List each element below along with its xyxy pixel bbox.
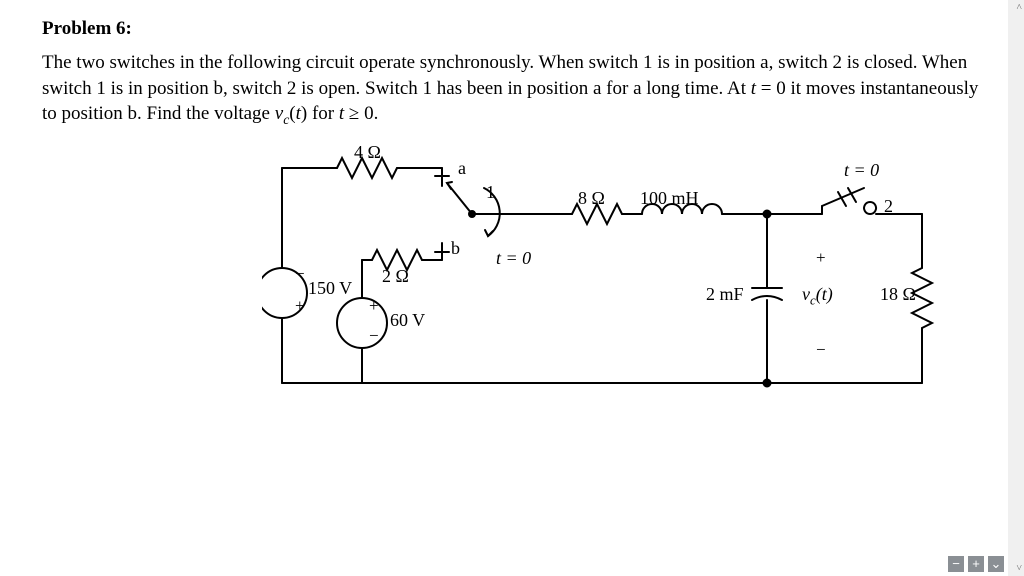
label-node-a: a bbox=[458, 158, 466, 179]
label-r-load: 18 Ω bbox=[880, 284, 916, 305]
footer-zoom-controls: − + ⌄ bbox=[948, 556, 1004, 572]
circuit-diagram: 4 Ω a 1 b t = 0 8 Ω 100 mH t = 0 2 − + 1… bbox=[262, 148, 962, 408]
scroll-up-arrow[interactable]: ˄ bbox=[1016, 2, 1022, 13]
zoom-out-button[interactable]: − bbox=[948, 556, 964, 572]
label-inductor: 100 mH bbox=[640, 188, 699, 209]
label-v150-neg: − bbox=[295, 264, 305, 284]
label-t0-sw2: t = 0 bbox=[844, 160, 879, 181]
label-r-mid: 2 Ω bbox=[382, 266, 409, 287]
label-v150: 150 V bbox=[308, 278, 352, 299]
label-vc: vc(t) bbox=[802, 284, 833, 309]
label-t0-sw1: t = 0 bbox=[496, 248, 531, 269]
vertical-scrollbar[interactable]: ˄ ˅ bbox=[1008, 0, 1024, 576]
problem-heading: Problem 6: bbox=[42, 18, 982, 40]
label-vc-pos: + bbox=[816, 248, 826, 268]
label-v150-pos: + bbox=[295, 296, 305, 316]
label-v60-neg: − bbox=[369, 326, 379, 346]
scroll-down-arrow[interactable]: ˅ bbox=[1016, 563, 1022, 574]
problem-statement: The two switches in the following circui… bbox=[42, 50, 982, 130]
zoom-in-button[interactable]: + bbox=[968, 556, 984, 572]
label-node-b: b bbox=[451, 238, 460, 259]
label-v60: 60 V bbox=[390, 310, 425, 331]
label-v60-pos: + bbox=[369, 296, 379, 316]
label-r-series: 8 Ω bbox=[578, 188, 605, 209]
label-vc-neg: − bbox=[816, 340, 826, 360]
label-r-top: 4 Ω bbox=[354, 142, 381, 163]
zoom-menu-button[interactable]: ⌄ bbox=[988, 556, 1004, 572]
label-switch-1: 1 bbox=[486, 182, 495, 203]
label-switch-2: 2 bbox=[884, 196, 893, 217]
label-cap: 2 mF bbox=[706, 284, 744, 305]
